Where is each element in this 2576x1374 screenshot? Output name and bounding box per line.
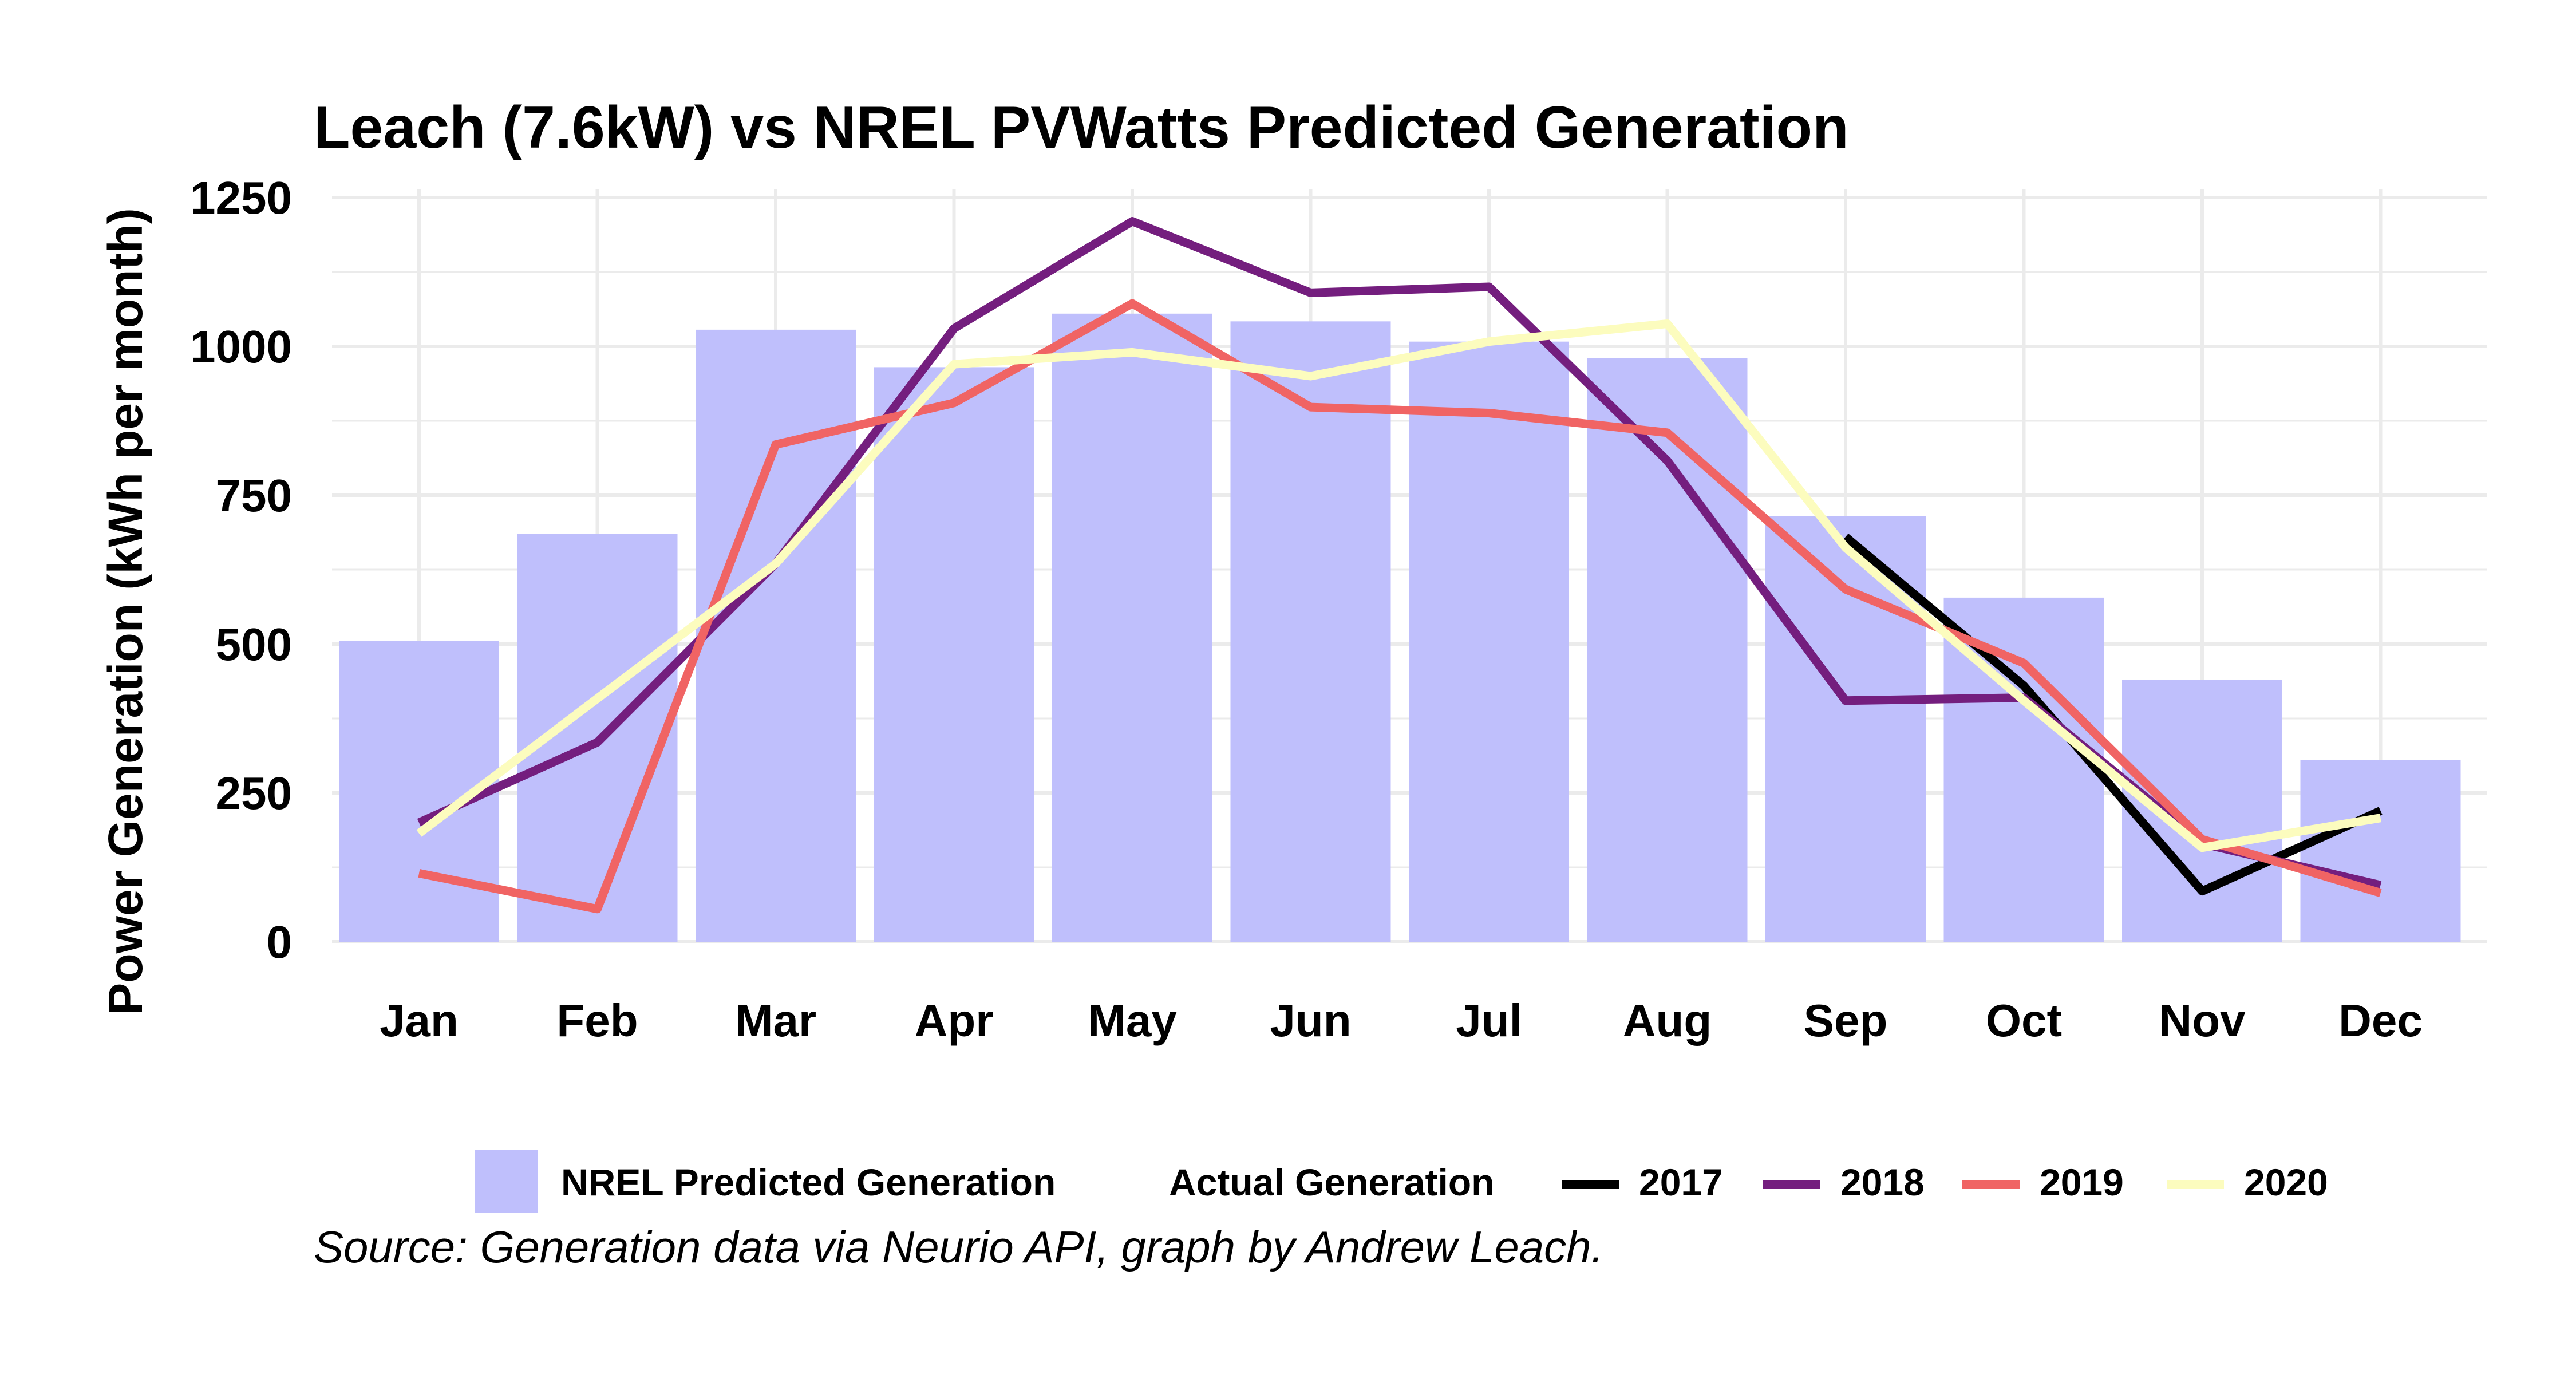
x-tick-label-jan: Jan — [380, 995, 459, 1046]
series-line-2020 — [416, 319, 2381, 852]
chart-caption: Source: Generation data via Neurio API, … — [314, 1222, 1603, 1272]
y-axis-label: Power Generation (kWh per month) — [98, 208, 152, 1014]
y-tick-label: 1250 — [190, 172, 292, 223]
series-line-2019 — [418, 299, 2382, 914]
bar-apr — [874, 367, 1034, 942]
x-tick-label-aug: Aug — [1623, 995, 1712, 1046]
y-tick-label: 0 — [267, 917, 293, 968]
legend-label-2018: 2018 — [1840, 1161, 1925, 1203]
legend-label-nrel: NREL Predicted Generation — [561, 1161, 1056, 1203]
y-tick-label: 500 — [216, 619, 292, 670]
x-tick-label-jul: Jul — [1456, 995, 1522, 1046]
bar-nov — [2122, 680, 2282, 942]
x-tick-label-jun: Jun — [1270, 995, 1351, 1046]
x-tick-label-apr: Apr — [915, 995, 994, 1046]
legend-label-2019: 2019 — [2040, 1161, 2124, 1203]
x-tick-label-may: May — [1088, 995, 1177, 1046]
y-tick-label: 1000 — [190, 321, 292, 372]
bar-dec — [2300, 760, 2461, 942]
legend: NREL Predicted Generation Actual Generati… — [475, 1150, 2328, 1213]
y-tick-label: 750 — [216, 470, 292, 521]
bar-may — [1052, 313, 1212, 942]
legend-title-actual: Actual Generation — [1169, 1161, 1494, 1203]
y-axis-ticks: 0 250 500 750 1000 1250 — [190, 172, 292, 968]
bar-jun — [1230, 321, 1391, 942]
x-tick-label-feb: Feb — [556, 995, 638, 1046]
x-axis-ticks: Jan Feb Mar Apr May Jun Jul Aug Sep Oct Nov Dec — [380, 995, 2423, 1046]
x-tick-label-nov: Nov — [2159, 995, 2246, 1046]
x-tick-label-oct: Oct — [1986, 995, 2062, 1046]
bar-aug — [1587, 358, 1748, 942]
x-tick-label-mar: Mar — [735, 995, 816, 1046]
legend-key-nrel — [475, 1150, 538, 1213]
chart-title: Leach (7.6kW) vs NREL PVWatts Predicted … — [314, 94, 1849, 161]
series-line-2017 — [1843, 534, 2383, 896]
x-tick-label-sep: Sep — [1804, 995, 1888, 1046]
bar-mar — [696, 329, 856, 942]
bar-jul — [1409, 341, 1569, 942]
legend-label-2017: 2017 — [1639, 1161, 1723, 1203]
y-tick-label: 250 — [216, 768, 292, 819]
x-tick-label-dec: Dec — [2338, 995, 2423, 1046]
legend-label-2020: 2020 — [2244, 1161, 2328, 1203]
series-lines — [416, 217, 2383, 914]
